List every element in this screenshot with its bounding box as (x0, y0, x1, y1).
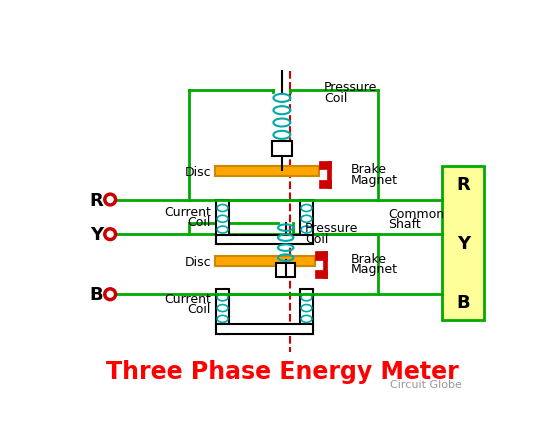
Text: Disc: Disc (184, 165, 211, 178)
Bar (300, 289, 312, 334)
Bar (319, 180, 331, 188)
Bar (300, 197, 312, 204)
Bar (217, 235, 313, 244)
Bar (215, 256, 315, 266)
Text: Pressure: Pressure (324, 81, 378, 94)
Bar (272, 141, 292, 157)
Text: R: R (456, 176, 470, 194)
Text: Brake: Brake (351, 163, 387, 176)
Text: Coil: Coil (188, 302, 211, 315)
Bar (300, 200, 312, 244)
Circle shape (105, 229, 115, 240)
Text: Disc: Disc (184, 255, 211, 268)
Bar (217, 289, 229, 334)
Bar (319, 162, 331, 170)
Text: Y: Y (90, 226, 103, 244)
Text: Magnet: Magnet (351, 173, 398, 187)
Bar (442, 166, 485, 320)
Text: Coil: Coil (188, 215, 211, 228)
Text: Circuit Globe: Circuit Globe (390, 379, 462, 389)
Text: Current: Current (164, 292, 211, 305)
Bar (217, 325, 313, 334)
Text: B: B (90, 286, 103, 304)
Text: Magnet: Magnet (351, 262, 398, 275)
Text: Brake: Brake (351, 252, 387, 265)
Bar (327, 162, 331, 188)
Bar (315, 270, 327, 279)
Text: Current: Current (164, 205, 211, 218)
Text: Common: Common (388, 208, 444, 220)
Bar (215, 166, 319, 176)
Bar (323, 251, 327, 279)
Text: R: R (90, 191, 103, 209)
Bar (217, 197, 229, 204)
Text: Pressure: Pressure (305, 221, 359, 234)
Bar (315, 251, 327, 260)
Circle shape (105, 289, 115, 300)
Bar (300, 291, 312, 298)
Text: Coil: Coil (324, 92, 348, 105)
Circle shape (105, 194, 115, 205)
Text: B: B (456, 293, 470, 311)
Text: Shaft: Shaft (388, 217, 421, 230)
Text: Three Phase Energy Meter: Three Phase Energy Meter (106, 360, 458, 383)
Text: Y: Y (456, 234, 470, 252)
Bar (277, 263, 295, 277)
Bar (217, 291, 229, 298)
Bar (217, 200, 229, 244)
Text: Coil: Coil (305, 232, 328, 245)
